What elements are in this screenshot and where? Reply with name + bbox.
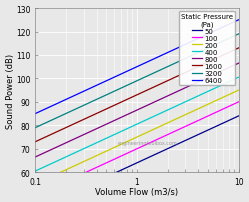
400	[34, 170, 37, 172]
200	[34, 183, 37, 185]
Y-axis label: Sound Power (dB): Sound Power (dB)	[5, 53, 14, 128]
100	[34, 195, 37, 197]
100	[58, 183, 61, 186]
800	[100, 126, 103, 128]
3200	[100, 96, 103, 99]
200	[58, 171, 61, 174]
3200	[114, 90, 117, 92]
200	[182, 115, 185, 117]
1600	[181, 74, 184, 76]
6400	[182, 45, 185, 47]
6400	[58, 102, 61, 104]
3200	[181, 59, 184, 62]
Line: 3200: 3200	[35, 35, 239, 128]
400	[162, 111, 165, 114]
400	[100, 140, 103, 142]
Line: 6400: 6400	[35, 21, 239, 114]
3200	[34, 127, 37, 129]
800	[58, 145, 61, 147]
Line: 100: 100	[35, 102, 239, 196]
1600	[162, 82, 165, 84]
800	[114, 119, 117, 121]
50	[182, 141, 185, 143]
100	[182, 127, 185, 129]
1600	[58, 129, 61, 132]
Line: 1600: 1600	[35, 49, 239, 142]
6400	[162, 54, 165, 57]
3200	[237, 34, 240, 36]
400	[182, 102, 185, 105]
6400	[100, 82, 103, 85]
6400	[34, 113, 37, 115]
50	[162, 150, 165, 152]
Text: engineeringtoolbox.com: engineeringtoolbox.com	[117, 140, 177, 145]
6400	[114, 76, 117, 78]
800	[162, 97, 165, 100]
1600	[100, 110, 103, 113]
6400	[237, 19, 240, 22]
200	[100, 152, 103, 155]
400	[181, 103, 184, 105]
800	[237, 63, 240, 65]
1600	[237, 47, 240, 50]
200	[237, 89, 240, 92]
800	[34, 156, 37, 158]
Line: 800: 800	[35, 64, 239, 157]
800	[181, 89, 184, 91]
50	[58, 197, 61, 200]
3200	[58, 116, 61, 118]
Line: 50: 50	[35, 116, 239, 202]
400	[237, 77, 240, 79]
100	[162, 136, 165, 138]
100	[100, 164, 103, 166]
100	[181, 127, 184, 129]
1600	[182, 73, 185, 75]
200	[181, 115, 184, 118]
6400	[181, 45, 184, 48]
Line: 200: 200	[35, 91, 239, 184]
3200	[162, 68, 165, 70]
200	[162, 124, 165, 126]
1600	[114, 104, 117, 106]
Legend: 50, 100, 200, 400, 800, 1600, 3200, 6400: 50, 100, 200, 400, 800, 1600, 3200, 6400	[179, 12, 235, 86]
100	[114, 158, 117, 160]
100	[237, 101, 240, 104]
1600	[34, 141, 37, 143]
3200	[182, 59, 185, 61]
50	[237, 115, 240, 118]
X-axis label: Volume Flow (m3/s): Volume Flow (m3/s)	[95, 187, 179, 197]
400	[58, 159, 61, 161]
200	[114, 146, 117, 148]
50	[181, 141, 184, 143]
50	[114, 171, 117, 174]
50	[100, 178, 103, 180]
800	[182, 88, 185, 90]
400	[114, 133, 117, 135]
Line: 400: 400	[35, 78, 239, 171]
